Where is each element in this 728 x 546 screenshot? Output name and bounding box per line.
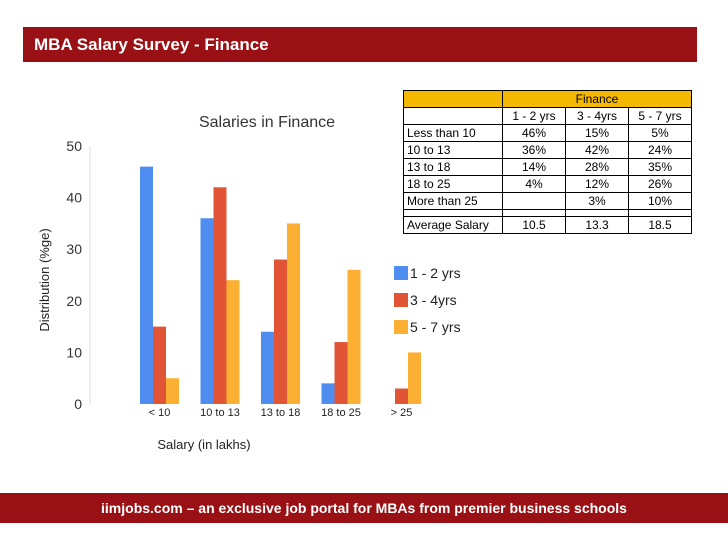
row-label: Average Salary	[403, 216, 503, 234]
x-tick-label: > 25	[391, 407, 413, 419]
bar	[321, 383, 335, 404]
table-row: Less than 10 46% 15% 5%	[403, 124, 692, 142]
legend-item: 1 - 2 yrs	[394, 259, 461, 286]
cell: 14%	[502, 158, 566, 176]
legend-label: 5 - 7 yrs	[410, 318, 461, 335]
bar	[140, 166, 153, 404]
y-tick-label: 50	[66, 138, 82, 154]
cell: 24%	[628, 141, 692, 159]
y-tick-label: 20	[66, 293, 82, 309]
bar	[200, 218, 214, 404]
row-label: 10 to 13	[403, 141, 503, 159]
table-row-average: Average Salary 10.5 13.3 18.5	[403, 216, 692, 234]
cell: 36%	[502, 141, 566, 159]
salary-bar-chart: Salaries in Finance Distribution (%ge) S…	[37, 114, 421, 452]
row-label: 18 to 25	[403, 175, 503, 193]
table-corner	[403, 90, 503, 108]
cell: 46%	[502, 124, 566, 142]
legend-swatch	[394, 265, 408, 280]
row-label: 13 to 18	[403, 158, 503, 176]
cell: 28%	[565, 158, 629, 176]
x-tick-label: 18 to 25	[321, 407, 361, 419]
footer-banner: iimjobs.com – an exclusive job portal fo…	[0, 493, 728, 523]
bar	[166, 378, 179, 404]
cell: 35%	[628, 158, 692, 176]
bar	[408, 352, 421, 404]
x-tick-label: 10 to 13	[200, 407, 240, 419]
table-spacer-row	[403, 209, 692, 217]
cell: 3%	[565, 192, 629, 210]
y-tick-label: 10	[66, 344, 82, 360]
table-header-blank	[403, 107, 503, 125]
table-title: Finance	[502, 90, 692, 108]
legend-swatch	[394, 319, 408, 334]
bar	[395, 388, 408, 404]
bar	[274, 259, 287, 404]
cell: 12%	[565, 175, 629, 193]
cell: 4%	[502, 175, 566, 193]
finance-table: Finance 1 - 2 yrs 3 - 4yrs 5 - 7 yrs Les…	[403, 90, 692, 234]
table-col-header: 1 - 2 yrs	[502, 107, 566, 125]
cell: 42%	[565, 141, 629, 159]
row-label: More than 25	[403, 192, 503, 210]
cell: 15%	[565, 124, 629, 142]
y-tick-label: 0	[74, 396, 82, 412]
cell: 18.5	[628, 216, 692, 234]
y-tick-label: 40	[66, 190, 82, 206]
table-row: More than 25 3% 10%	[403, 192, 692, 210]
cell	[502, 192, 566, 210]
chart-legend: 1 - 2 yrs 3 - 4yrs 5 - 7 yrs	[394, 259, 461, 340]
slide-title: MBA Salary Survey - Finance	[23, 27, 697, 62]
table-col-header: 5 - 7 yrs	[628, 107, 692, 125]
cell: 13.3	[565, 216, 629, 234]
bar	[347, 269, 361, 404]
bar	[334, 342, 348, 404]
bar	[261, 331, 274, 404]
bar	[153, 326, 166, 404]
cell: 5%	[628, 124, 692, 142]
x-tick-label: < 10	[149, 407, 171, 419]
table-row: 13 to 18 14% 28% 35%	[403, 158, 692, 176]
x-axis-label: Salary (in lakhs)	[157, 437, 250, 452]
table-row: 18 to 25 4% 12% 26%	[403, 175, 692, 193]
legend-label: 1 - 2 yrs	[410, 264, 461, 281]
y-tick-label: 30	[66, 241, 82, 257]
row-label: Less than 10	[403, 124, 503, 142]
table-col-header: 3 - 4yrs	[565, 107, 629, 125]
cell: 26%	[628, 175, 692, 193]
bar	[287, 223, 300, 404]
legend-item: 3 - 4yrs	[394, 286, 461, 313]
table-row: 10 to 13 36% 42% 24%	[403, 141, 692, 159]
x-tick-label: 13 to 18	[261, 407, 301, 419]
cell: 10%	[628, 192, 692, 210]
y-axis-label: Distribution (%ge)	[37, 228, 52, 331]
cell: 10.5	[502, 216, 566, 234]
legend-item: 5 - 7 yrs	[394, 313, 461, 340]
bar	[213, 187, 227, 404]
chart-title: Salaries in Finance	[199, 114, 335, 131]
legend-label: 3 - 4yrs	[410, 291, 457, 308]
bar	[226, 280, 240, 404]
legend-swatch	[394, 292, 408, 307]
